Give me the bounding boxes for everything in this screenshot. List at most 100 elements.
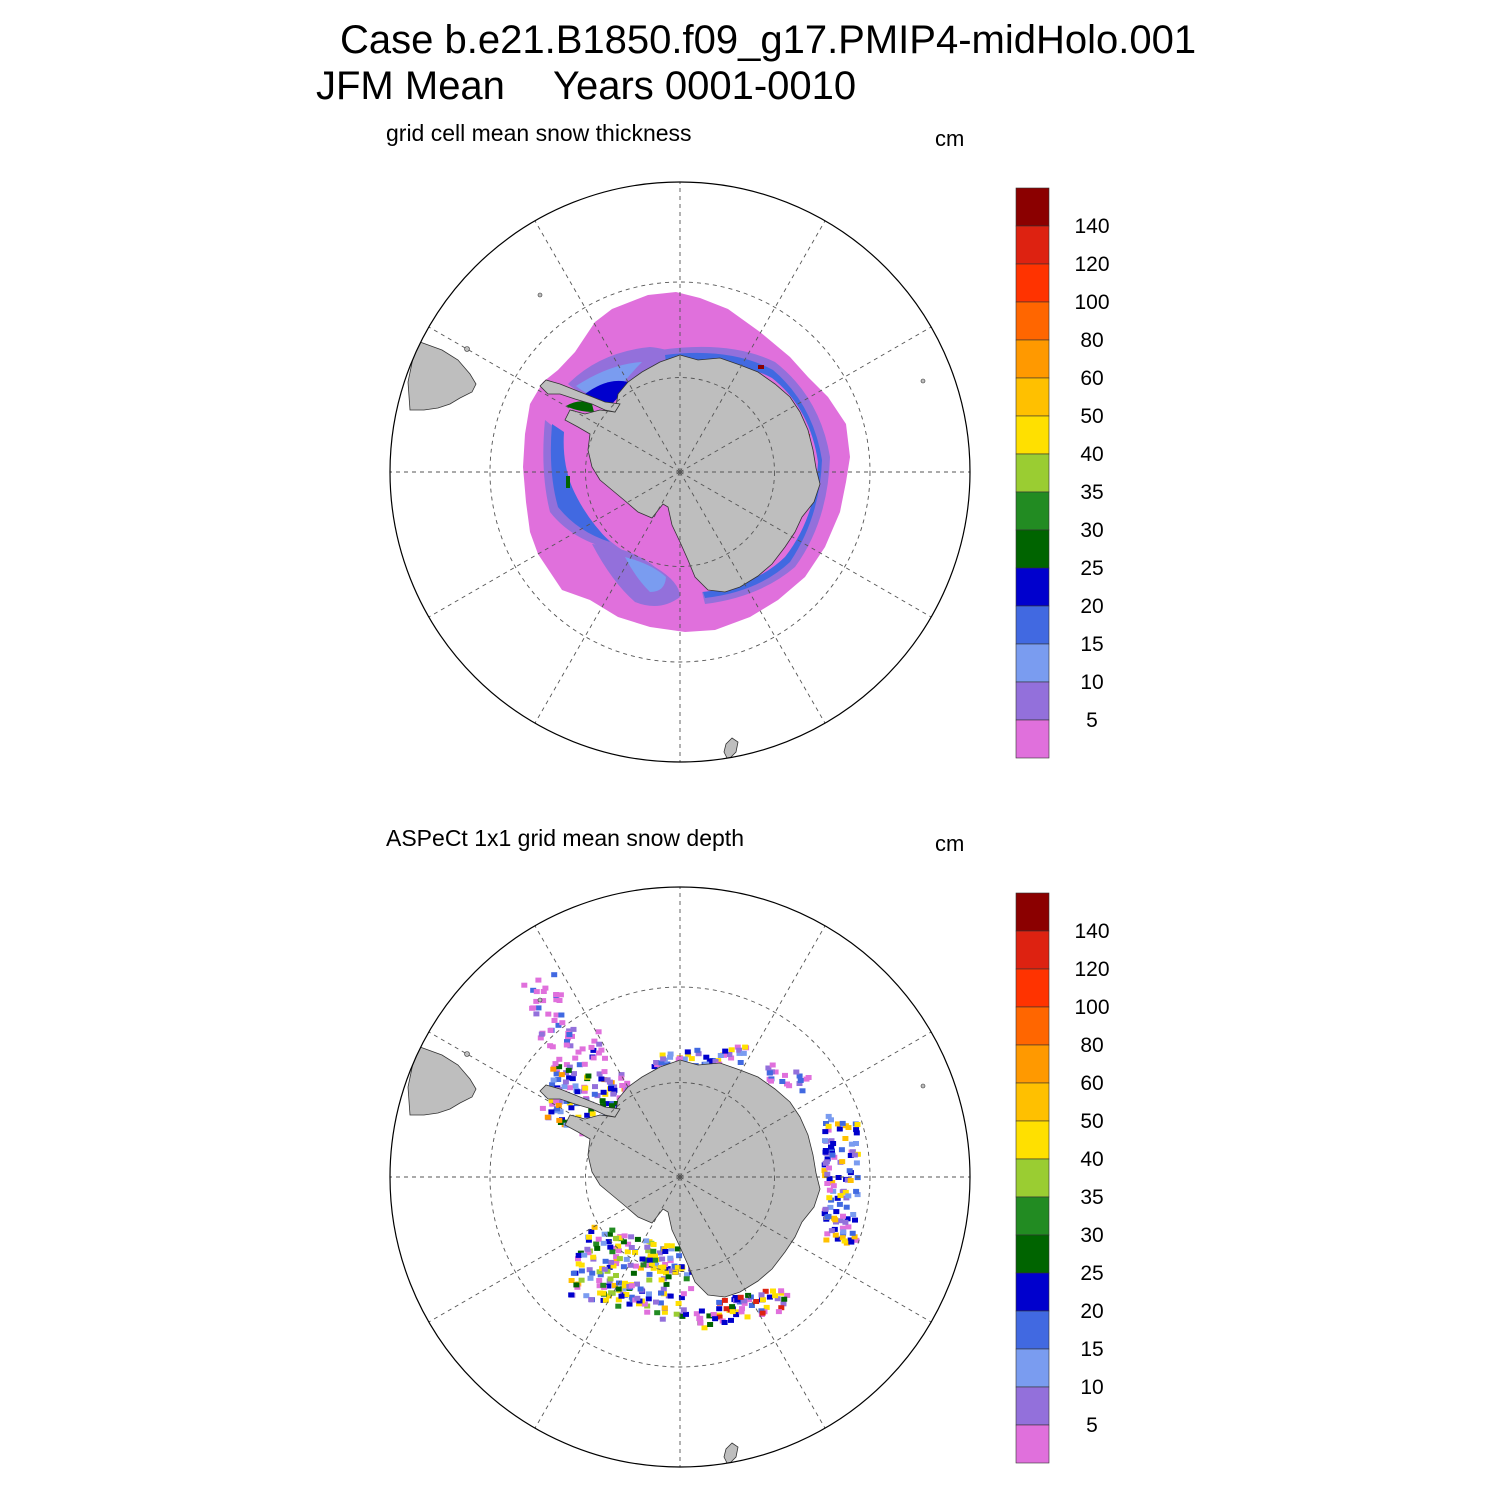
snow-depth-cell — [650, 1242, 657, 1247]
snow-depth-cell — [616, 1256, 623, 1262]
snow-depth-cell — [657, 1300, 664, 1306]
snow-depth-cell — [716, 1314, 723, 1320]
snow-depth-cell — [564, 1039, 570, 1045]
colorbar-bin-12 — [1015, 263, 1050, 303]
colorbar-label: 120 — [1074, 253, 1109, 276]
snow-depth-cell — [836, 1201, 843, 1207]
snow-depth-cell — [657, 1250, 663, 1256]
snow-depth-cell — [844, 1216, 851, 1222]
snow-depth-cell — [618, 1293, 625, 1299]
colorbar-bin-0 — [1015, 719, 1050, 759]
snow-depth-cell — [845, 1224, 852, 1230]
colorbar-label: 40 — [1080, 1148, 1103, 1171]
snow-depth-cell — [839, 1225, 846, 1231]
snow-depth-cell — [825, 1113, 832, 1119]
snow-depth-cell — [620, 1285, 627, 1291]
snow-depth-cell — [561, 1084, 568, 1090]
snow-depth-cell — [684, 1049, 691, 1055]
snow-depth-cell — [739, 1306, 745, 1312]
snow-depth-cell — [646, 1271, 653, 1277]
snow-depth-cell — [679, 1313, 686, 1319]
colorbar-label: 30 — [1080, 1224, 1103, 1247]
snow-depth-cell — [744, 1314, 751, 1320]
snow-depth-cell — [826, 1165, 832, 1171]
snow-depth-cell — [555, 1102, 562, 1108]
snow-depth-cell — [676, 1055, 683, 1061]
snow-depth-cell — [636, 1298, 643, 1304]
snow-depth-cell — [674, 1265, 681, 1271]
snow-depth-cell — [653, 1299, 659, 1305]
snow-depth-cell — [799, 1088, 806, 1094]
snow-depth-cell — [616, 1235, 623, 1241]
snow-depth-cell — [618, 1075, 625, 1081]
snow-depth-cell — [830, 1183, 837, 1189]
snow-depth-cell — [637, 1265, 644, 1271]
colorbar-bin-5 — [1015, 529, 1050, 569]
colorbar-label: 15 — [1080, 633, 1103, 656]
snow-depth-cell — [647, 1253, 654, 1259]
snow-band-15-20 — [550, 424, 610, 542]
colorbar-bin-9 — [1015, 1082, 1050, 1122]
snow-depth-cell — [852, 1217, 858, 1223]
snow-depth-cell — [560, 1119, 567, 1125]
snow-depth-cell — [596, 1269, 603, 1275]
snow-depth-cell — [590, 1047, 597, 1053]
snow-depth-cell — [549, 1101, 556, 1107]
meridian-line — [679, 471, 826, 724]
snow-depth-cell — [587, 1275, 594, 1281]
snow-depth-cell — [766, 1294, 773, 1300]
snow-depth-cell — [684, 1272, 690, 1278]
snow-depth-cell — [609, 1227, 616, 1233]
colorbar-label: 20 — [1080, 1300, 1103, 1323]
snow-depth-cell — [576, 1062, 583, 1068]
snow-depth-cell — [596, 1283, 603, 1289]
snow-depth-cell — [648, 1262, 655, 1268]
snow-depth-cell — [644, 1244, 651, 1250]
south-america-tip — [407, 1046, 477, 1116]
snow-depth-cell — [821, 1168, 828, 1174]
snow-depth-cell — [740, 1050, 747, 1056]
snow-depth-cell — [840, 1229, 847, 1235]
snow-depth-cell — [778, 1288, 785, 1294]
snow-depth-cell — [721, 1320, 728, 1325]
snow-depth-cell — [584, 1246, 591, 1252]
snow-depth-cell — [595, 1029, 602, 1035]
snow-depth-cell — [659, 1052, 666, 1058]
snow-depth-cell — [606, 1293, 612, 1299]
snow-depth-cell — [650, 1265, 657, 1271]
snow-depth-cell — [606, 1231, 613, 1237]
meridian-line — [679, 220, 826, 473]
colorbar-bin-8 — [1015, 415, 1050, 455]
colorbar-bin-0 — [1015, 1424, 1050, 1464]
snow-depth-cell — [627, 1262, 634, 1268]
kerguelen-island — [920, 378, 926, 384]
snow-depth-cell — [540, 998, 547, 1004]
snow-depth-cell — [825, 1213, 832, 1219]
graticule — [390, 182, 970, 762]
meridian-line — [534, 1176, 681, 1429]
snow-depth-cell — [768, 1078, 774, 1084]
snow-depth-cell — [557, 992, 564, 998]
snow-depth-cell — [632, 1250, 639, 1255]
colorbar-label: 10 — [1080, 671, 1103, 694]
snow-depth-cell — [834, 1236, 841, 1242]
colorbar-model: 5 10 15 20 25 30 35 40 50 60 80 100 120 140 — [1015, 187, 1110, 759]
snow-depth-cell — [652, 1257, 659, 1263]
latitude-circle-50s — [489, 281, 871, 663]
snow-depth-cell — [712, 1059, 719, 1064]
snow-depth-cell — [828, 1144, 834, 1150]
snow-depth-cell — [826, 1195, 833, 1201]
snow-depth-cell — [721, 1297, 728, 1303]
snow-depth-cell — [640, 1262, 647, 1268]
snow-depth-cell — [796, 1073, 803, 1079]
snow-depth-cell — [591, 1038, 598, 1044]
snow-depth-cell — [571, 1071, 577, 1077]
snow-depth-cell — [590, 1055, 597, 1061]
snow-depth-cell — [763, 1304, 770, 1310]
snow-depth-cell — [759, 1310, 766, 1316]
snow-band-25-30 — [566, 401, 594, 412]
snow-depth-cell — [846, 1168, 853, 1174]
snow-depth-cell — [762, 1288, 769, 1294]
snow-depth-cell — [568, 1292, 575, 1298]
snow-depth-cell — [611, 1087, 618, 1093]
